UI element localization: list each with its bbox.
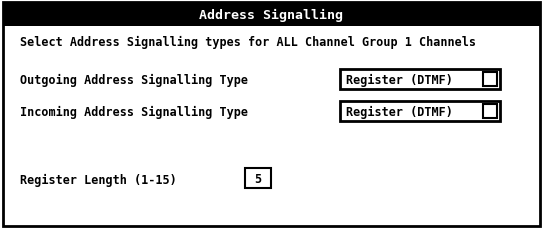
Text: Register Length (1-15): Register Length (1-15) bbox=[20, 173, 177, 186]
Bar bbox=[340, 101, 500, 121]
Text: Select Address Signalling types for ALL Channel Group 1 Channels: Select Address Signalling types for ALL … bbox=[20, 35, 476, 48]
Bar bbox=[340, 70, 500, 90]
Bar bbox=[483, 73, 497, 87]
Text: 5: 5 bbox=[255, 173, 262, 186]
Bar bbox=[245, 168, 271, 188]
Bar bbox=[483, 105, 497, 118]
Text: Address Signalling: Address Signalling bbox=[199, 8, 343, 22]
Text: Outgoing Address Signalling Type: Outgoing Address Signalling Type bbox=[20, 73, 248, 86]
Bar bbox=[3, 3, 540, 27]
Text: Register (DTMF): Register (DTMF) bbox=[346, 73, 453, 86]
Text: Incoming Address Signalling Type: Incoming Address Signalling Type bbox=[20, 105, 248, 118]
Text: Register (DTMF): Register (DTMF) bbox=[346, 105, 453, 118]
